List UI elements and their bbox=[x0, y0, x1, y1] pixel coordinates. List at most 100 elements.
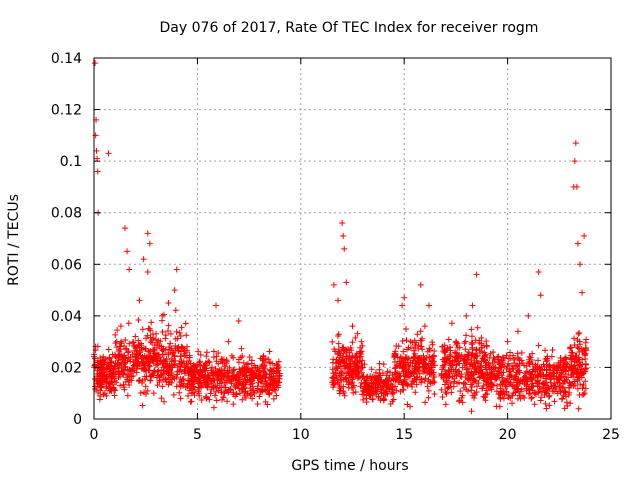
data-point bbox=[119, 370, 126, 377]
data-point bbox=[109, 351, 116, 358]
data-point bbox=[425, 387, 432, 394]
data-point bbox=[449, 361, 456, 368]
data-point bbox=[510, 356, 517, 363]
data-point bbox=[567, 380, 574, 387]
data-point bbox=[261, 365, 268, 372]
data-point bbox=[219, 396, 226, 403]
data-point bbox=[425, 365, 432, 372]
data-point bbox=[151, 367, 158, 374]
data-point bbox=[258, 363, 265, 370]
data-point bbox=[138, 346, 145, 353]
data-point bbox=[167, 340, 174, 347]
data-point bbox=[427, 380, 434, 387]
data-point bbox=[203, 393, 210, 400]
data-point bbox=[239, 396, 246, 403]
data-point bbox=[213, 397, 220, 404]
data-point bbox=[150, 356, 157, 363]
data-point bbox=[489, 359, 496, 366]
y-tick-label: 0.06 bbox=[51, 257, 82, 273]
data-point bbox=[418, 379, 425, 386]
data-point bbox=[501, 355, 508, 362]
data-point bbox=[512, 362, 519, 369]
data-point bbox=[124, 376, 131, 383]
data-point bbox=[439, 393, 446, 400]
data-point bbox=[139, 402, 146, 409]
x-tick-label: 5 bbox=[193, 427, 202, 443]
data-point bbox=[237, 354, 244, 361]
data-point bbox=[172, 307, 179, 314]
data-point bbox=[142, 335, 149, 342]
data-point bbox=[413, 381, 420, 388]
data-point bbox=[426, 371, 433, 378]
data-point bbox=[399, 381, 406, 388]
data-point bbox=[111, 377, 118, 384]
data-point bbox=[561, 405, 568, 412]
data-point bbox=[551, 365, 558, 372]
data-point bbox=[141, 373, 148, 380]
data-point bbox=[456, 398, 463, 405]
data-point bbox=[198, 397, 205, 404]
data-point bbox=[568, 349, 575, 356]
data-point bbox=[516, 392, 523, 399]
data-point bbox=[337, 387, 344, 394]
data-point bbox=[256, 393, 263, 400]
data-point bbox=[542, 375, 549, 382]
data-point bbox=[254, 387, 261, 394]
data-point bbox=[340, 232, 347, 239]
data-point bbox=[402, 379, 409, 386]
data-point bbox=[334, 365, 341, 372]
data-point bbox=[479, 344, 486, 351]
data-point bbox=[218, 366, 225, 373]
data-point bbox=[165, 322, 172, 329]
data-point bbox=[424, 364, 431, 371]
data-point bbox=[331, 346, 338, 353]
x-tick-label: 10 bbox=[292, 427, 310, 443]
data-point bbox=[526, 360, 533, 367]
data-point bbox=[460, 380, 467, 387]
data-point bbox=[210, 385, 217, 392]
data-point bbox=[429, 341, 436, 348]
data-point bbox=[487, 350, 494, 357]
data-point bbox=[474, 324, 481, 331]
data-point bbox=[348, 372, 355, 379]
data-point bbox=[422, 375, 429, 382]
data-point bbox=[492, 364, 499, 371]
data-point bbox=[384, 368, 391, 375]
data-point bbox=[264, 401, 271, 408]
data-point bbox=[112, 387, 119, 394]
data-point bbox=[172, 335, 179, 342]
data-point bbox=[537, 292, 544, 299]
data-point bbox=[271, 377, 278, 384]
data-point bbox=[494, 370, 501, 377]
data-point bbox=[107, 359, 114, 366]
data-point bbox=[400, 364, 407, 371]
data-point bbox=[439, 343, 446, 350]
data-point bbox=[342, 353, 349, 360]
data-point bbox=[426, 302, 433, 309]
data-point bbox=[187, 376, 194, 383]
data-point bbox=[461, 357, 468, 364]
data-point bbox=[349, 367, 356, 374]
data-point bbox=[231, 366, 238, 373]
data-point bbox=[340, 388, 347, 395]
data-point bbox=[562, 388, 569, 395]
data-point bbox=[166, 344, 173, 351]
data-point bbox=[240, 359, 247, 366]
data-point bbox=[198, 369, 205, 376]
data-point bbox=[575, 405, 582, 412]
data-point bbox=[410, 357, 417, 364]
data-point bbox=[146, 359, 153, 366]
data-point bbox=[445, 336, 452, 343]
data-point bbox=[174, 345, 181, 352]
data-point bbox=[385, 386, 392, 393]
data-point bbox=[443, 390, 450, 397]
data-point bbox=[462, 338, 469, 345]
data-point bbox=[492, 376, 499, 383]
data-point bbox=[210, 404, 217, 411]
data-point bbox=[124, 349, 131, 356]
data-point bbox=[342, 375, 349, 382]
data-point bbox=[579, 385, 586, 392]
data-point bbox=[460, 357, 467, 364]
data-point bbox=[257, 370, 264, 377]
data-point bbox=[173, 266, 180, 273]
